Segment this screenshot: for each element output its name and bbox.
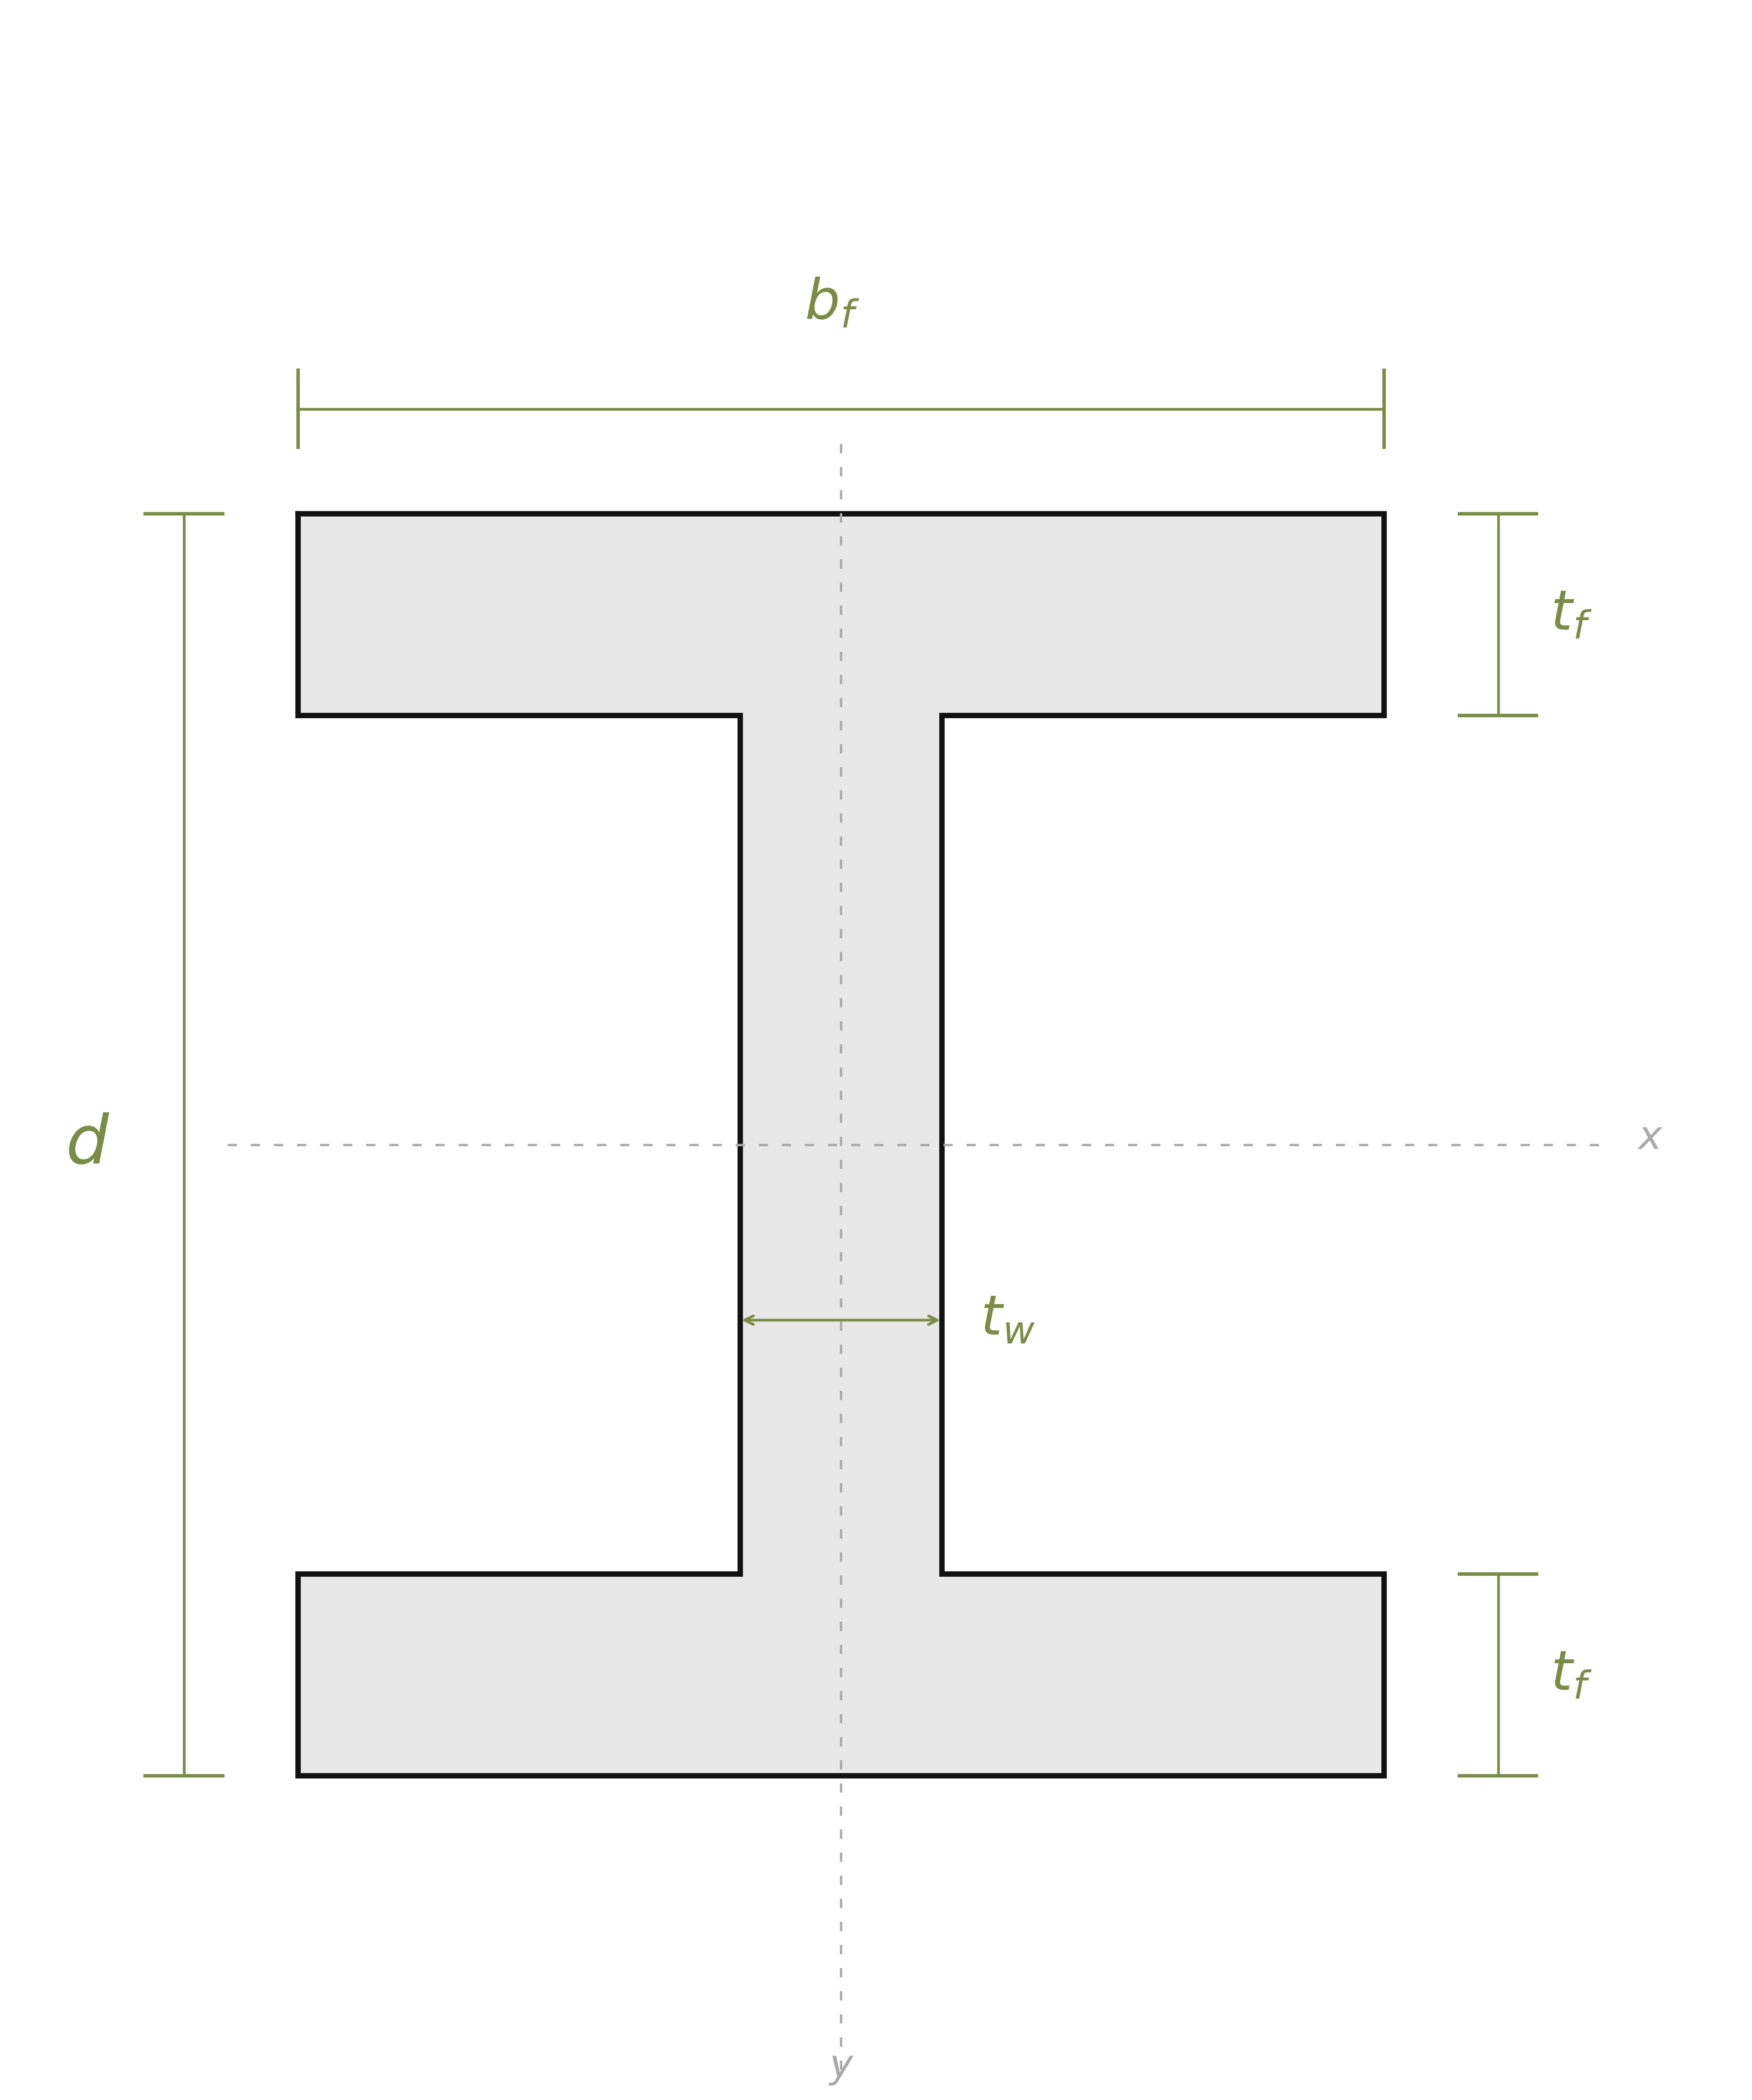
Text: $\mathbf{\mathit{t}}_{w}$: $\mathbf{\mathit{t}}_{w}$	[981, 1294, 1035, 1346]
Polygon shape	[298, 514, 1384, 1777]
Text: $\mathbf{\mathit{b}}_{f}$: $\mathbf{\mathit{b}}_{f}$	[804, 277, 860, 330]
Text: $\mathbf{\mathit{t}}_{f}$: $\mathbf{\mathit{t}}_{f}$	[1551, 1649, 1593, 1701]
Text: y: y	[829, 2048, 853, 2085]
Text: x: x	[1638, 1119, 1663, 1157]
Text: $\mathbf{\mathit{d}}$: $\mathbf{\mathit{d}}$	[65, 1113, 110, 1178]
Text: $\mathbf{\mathit{t}}_{f}$: $\mathbf{\mathit{t}}_{f}$	[1551, 588, 1593, 640]
